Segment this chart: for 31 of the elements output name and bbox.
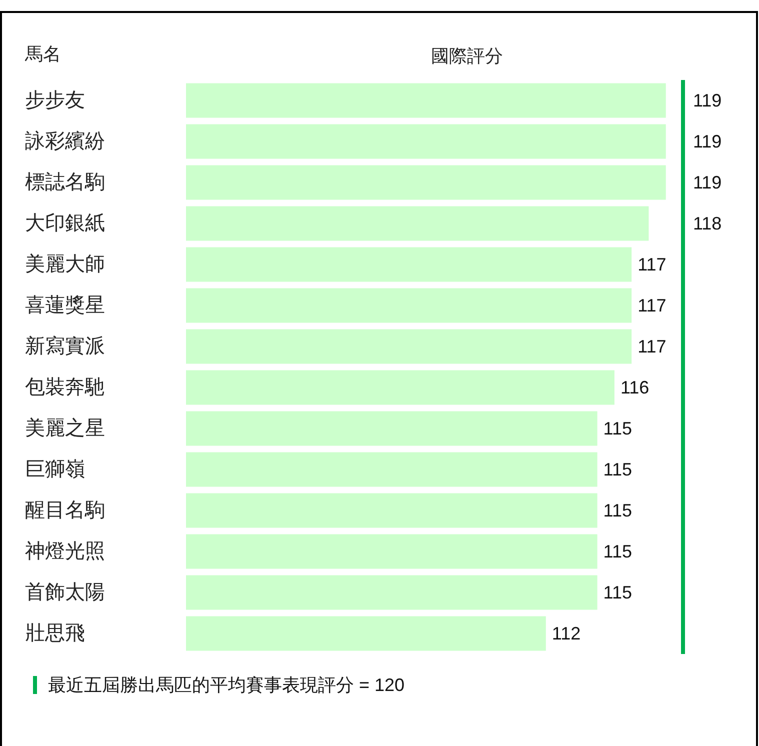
data-label: 119 xyxy=(693,90,722,110)
y-tick-label: 步步友 xyxy=(25,90,85,112)
y-tick-label: 大印銀紙 xyxy=(25,212,105,234)
y-tick-label: 巨獅嶺 xyxy=(25,458,85,480)
y-tick-label: 美麗大師 xyxy=(25,252,105,276)
data-label: 115 xyxy=(603,582,632,602)
y-tick-label: 標誌名駒 xyxy=(25,172,105,194)
y-tick-label: 包裝奔馳 xyxy=(25,376,105,398)
y-tick-label: 醒目名駒 xyxy=(25,500,105,522)
legend-label: 最近五屆勝出馬匹的平均賽事表現評分 = 120 xyxy=(48,675,405,695)
y-tick-label: 首飾太陽 xyxy=(25,582,105,604)
chart-title: 國際評分 xyxy=(431,46,503,66)
data-label: 112 xyxy=(552,624,581,644)
data-label: 119 xyxy=(693,172,722,192)
data-label: 116 xyxy=(620,378,650,398)
y-tick-label: 美麗之星 xyxy=(25,416,105,440)
data-label: 117 xyxy=(638,296,666,316)
data-label: 115 xyxy=(603,500,632,520)
data-label: 115 xyxy=(603,542,632,562)
data-label: 119 xyxy=(693,132,722,152)
data-label: 117 xyxy=(638,254,666,274)
data-label: 118 xyxy=(693,214,722,234)
y-tick-label: 喜蓮獎星 xyxy=(25,294,105,316)
y-tick-label: 壯思飛 xyxy=(25,622,85,644)
y-tick-label: 詠彩繽紛 xyxy=(25,130,105,152)
data-label: 115 xyxy=(603,418,632,438)
y-tick-label: 神燈光照 xyxy=(25,540,105,562)
data-label: 117 xyxy=(638,336,666,356)
data-label: 115 xyxy=(603,460,632,480)
y-tick-label: 新寫實派 xyxy=(25,336,105,358)
y-axis-title: 馬名 xyxy=(24,44,61,64)
